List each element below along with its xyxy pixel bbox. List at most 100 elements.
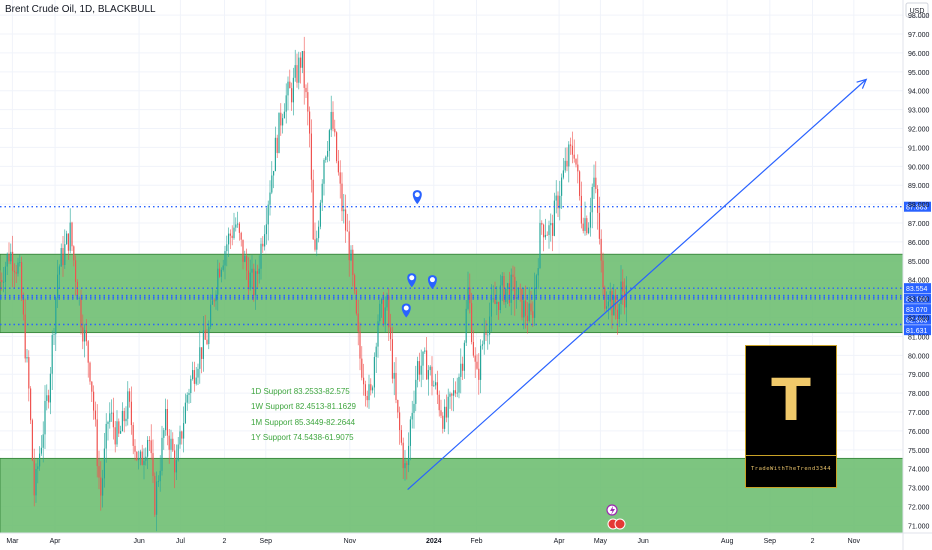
candle-body bbox=[82, 327, 84, 342]
candle-body bbox=[21, 262, 23, 299]
candle-body bbox=[139, 451, 141, 459]
chart-title: Brent Crude Oil, 1D, BLACKBULL bbox=[5, 4, 156, 15]
candle-body bbox=[561, 177, 563, 196]
candle-body bbox=[49, 373, 51, 403]
level-price-tag-label: 81.631 bbox=[906, 328, 928, 335]
candle-body bbox=[579, 171, 581, 196]
event-icons[interactable] bbox=[606, 504, 626, 530]
candle-body bbox=[393, 372, 395, 379]
candle-body bbox=[521, 288, 523, 318]
candle-body bbox=[543, 224, 545, 238]
candle-body bbox=[445, 406, 447, 418]
candle-body bbox=[69, 222, 71, 251]
candle-body bbox=[397, 400, 399, 413]
candle-body bbox=[370, 384, 372, 391]
candle-body bbox=[213, 300, 215, 302]
candle-body bbox=[625, 285, 627, 308]
currency-label: USD bbox=[910, 8, 925, 15]
candle-body bbox=[602, 260, 604, 288]
candle-body bbox=[26, 357, 28, 359]
candle-body bbox=[444, 406, 446, 429]
price-tick-label: 91.000 bbox=[908, 145, 930, 152]
time-tick-label: Nov bbox=[344, 538, 357, 545]
candle-body bbox=[332, 111, 334, 129]
candle-body bbox=[435, 382, 437, 386]
candle-body bbox=[170, 438, 172, 450]
candle-body bbox=[539, 222, 541, 269]
candle-body bbox=[1, 280, 3, 283]
candle-body bbox=[244, 256, 246, 262]
candle-body bbox=[129, 391, 131, 402]
price-tick-label: 90.000 bbox=[908, 164, 930, 171]
candle-body bbox=[0, 279, 1, 281]
candle-body bbox=[553, 200, 555, 236]
candle-body bbox=[4, 266, 6, 282]
currency-box[interactable] bbox=[905, 2, 929, 18]
candle-body bbox=[375, 346, 377, 357]
candle-body bbox=[285, 95, 287, 112]
candle-body bbox=[337, 161, 339, 173]
price-tick-label: 88.000 bbox=[908, 202, 930, 209]
candle-body bbox=[98, 466, 100, 478]
candle-body bbox=[298, 57, 300, 83]
price-tick-label: 93.000 bbox=[908, 108, 930, 115]
candle-body bbox=[3, 281, 5, 283]
candle-body bbox=[564, 160, 566, 171]
candle-body bbox=[485, 333, 487, 336]
candle-body bbox=[559, 195, 561, 209]
candle-body bbox=[229, 233, 231, 236]
candle-body bbox=[404, 463, 406, 469]
candle-body bbox=[377, 321, 379, 347]
candle-body bbox=[598, 212, 600, 239]
candle-body bbox=[512, 274, 514, 277]
candle-body bbox=[301, 50, 303, 68]
candle-body bbox=[80, 297, 82, 328]
candle-body bbox=[94, 410, 96, 420]
support-zones bbox=[0, 253, 904, 534]
level-price-tag bbox=[904, 325, 931, 336]
candle-body bbox=[260, 243, 262, 269]
candle-body bbox=[519, 287, 521, 289]
candle-body bbox=[188, 393, 190, 395]
candle-body bbox=[548, 225, 550, 236]
candle-body bbox=[589, 212, 591, 228]
candle-body bbox=[240, 232, 242, 240]
candle-body bbox=[595, 177, 597, 189]
candle-body bbox=[118, 421, 120, 434]
candle-body bbox=[546, 234, 548, 236]
candle-body bbox=[505, 288, 507, 303]
candle-body bbox=[460, 363, 462, 377]
candle-body bbox=[276, 137, 278, 153]
time-tick-label: Sep bbox=[764, 538, 777, 545]
price-tick-label: 72.000 bbox=[908, 505, 930, 512]
candle-body bbox=[517, 287, 519, 298]
candle-body bbox=[501, 276, 503, 286]
candle-body bbox=[204, 330, 206, 340]
candle-body bbox=[514, 276, 516, 299]
candle-body bbox=[8, 253, 10, 262]
price-tick-label: 79.000 bbox=[908, 372, 930, 379]
candle-body bbox=[557, 195, 559, 209]
candle-body bbox=[145, 456, 147, 461]
candle-body bbox=[242, 239, 244, 262]
candle-body bbox=[226, 244, 228, 252]
candle-body bbox=[382, 299, 384, 325]
candle-body bbox=[100, 477, 102, 496]
candle-body bbox=[483, 333, 485, 345]
candle-body bbox=[208, 326, 210, 345]
candle-body bbox=[534, 287, 536, 318]
candle-body bbox=[471, 303, 473, 342]
candle-body bbox=[6, 253, 8, 267]
flag-event-icon-right[interactable] bbox=[614, 518, 626, 530]
candle-body bbox=[13, 270, 15, 273]
candle-body bbox=[454, 390, 456, 394]
candle-body bbox=[379, 303, 381, 322]
candle-body bbox=[174, 450, 176, 473]
candle-body bbox=[523, 300, 525, 318]
level-price-tag bbox=[904, 293, 931, 304]
candle-body bbox=[179, 431, 181, 445]
candle-body bbox=[89, 362, 91, 382]
candle-body bbox=[498, 301, 500, 311]
